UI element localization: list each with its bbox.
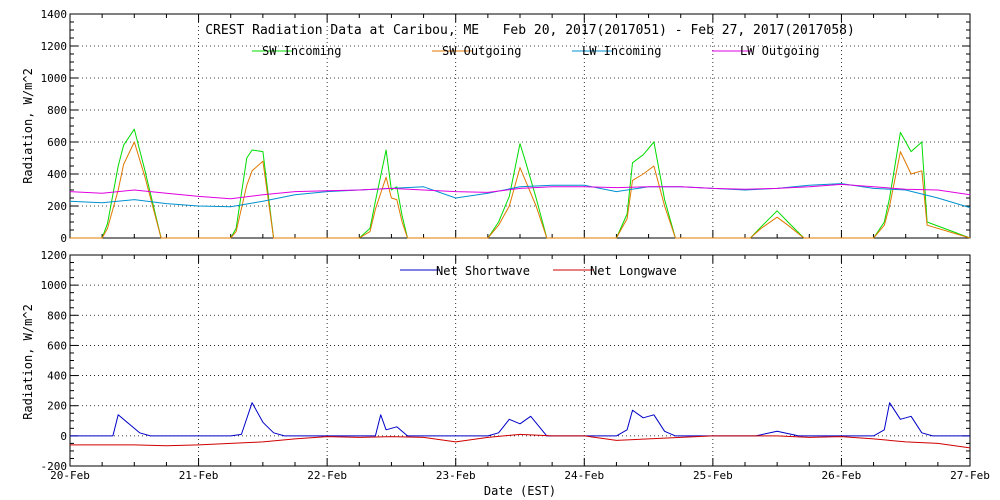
- grid-lines: [70, 14, 970, 466]
- y-tick-label: 0: [60, 232, 67, 245]
- y-tick-label: 800: [47, 309, 67, 322]
- legend-label-sw-outgoing: SW Outgoing: [442, 44, 521, 58]
- legend-label-lw-outgoing: LW Outgoing: [740, 44, 819, 58]
- y-tick-label: 400: [47, 370, 67, 383]
- y-tick-label: 800: [47, 104, 67, 117]
- y-tick-label: 200: [47, 200, 67, 213]
- series-line-lw-outgoing: [69, 183, 971, 200]
- y-tick-label: 1400: [41, 8, 68, 21]
- y-tick-label: 600: [47, 339, 67, 352]
- bottom-y-axis-label: Radiation, W/m^2: [21, 304, 35, 420]
- axis-ticks: [69, 13, 971, 467]
- y-tick-label: 1000: [41, 72, 68, 85]
- y-tick-label: 1200: [41, 249, 68, 262]
- y-tick-label: 1200: [41, 40, 68, 53]
- chart-title: CREST Radiation Data at Caribou, ME Feb …: [205, 23, 855, 38]
- y-tick-label: 0: [60, 430, 67, 443]
- y-tick-label: 200: [47, 400, 67, 413]
- x-axis-label: Date (EST): [484, 484, 556, 498]
- top-y-axis-label: Radiation, W/m^2: [21, 68, 35, 184]
- series-line-net-longwave: [70, 433, 971, 449]
- x-tick-label: 27-Feb: [950, 469, 990, 482]
- series-line-lw-incoming: [69, 183, 971, 209]
- x-tick-label: 22-Feb: [307, 469, 347, 482]
- bottom-legend: Net Shortwave Net Longwave: [400, 264, 677, 278]
- series-lines: [69, 128, 971, 449]
- tick-labels: 0 200 400 600 800 1000 1200 1400 -200 0 200 400 600 8…: [41, 8, 990, 482]
- x-tick-label: 21-Feb: [179, 469, 219, 482]
- y-tick-label: 1000: [41, 279, 68, 292]
- x-tick-label: 23-Feb: [436, 469, 476, 482]
- x-tick-label: 26-Feb: [822, 469, 862, 482]
- x-tick-label: 24-Feb: [564, 469, 604, 482]
- legend-label-lw-incoming: LW Incoming: [582, 44, 661, 58]
- series-line-sw-outgoing: [70, 141, 971, 239]
- y-tick-label: 600: [47, 136, 67, 149]
- legend-label-net-longwave: Net Longwave: [590, 264, 677, 278]
- top-legend: SW Incoming SW Outgoing LW Incoming LW O…: [252, 44, 819, 58]
- legend-label-sw-incoming: SW Incoming: [262, 44, 341, 58]
- x-tick-label: 20-Feb: [50, 469, 90, 482]
- legend-label-net-shortwave: Net Shortwave: [436, 264, 530, 278]
- y-tick-label: 400: [47, 168, 67, 181]
- x-tick-label: 25-Feb: [693, 469, 733, 482]
- y-tick-label: -200: [41, 460, 68, 473]
- series-line-net-shortwave: [70, 402, 970, 437]
